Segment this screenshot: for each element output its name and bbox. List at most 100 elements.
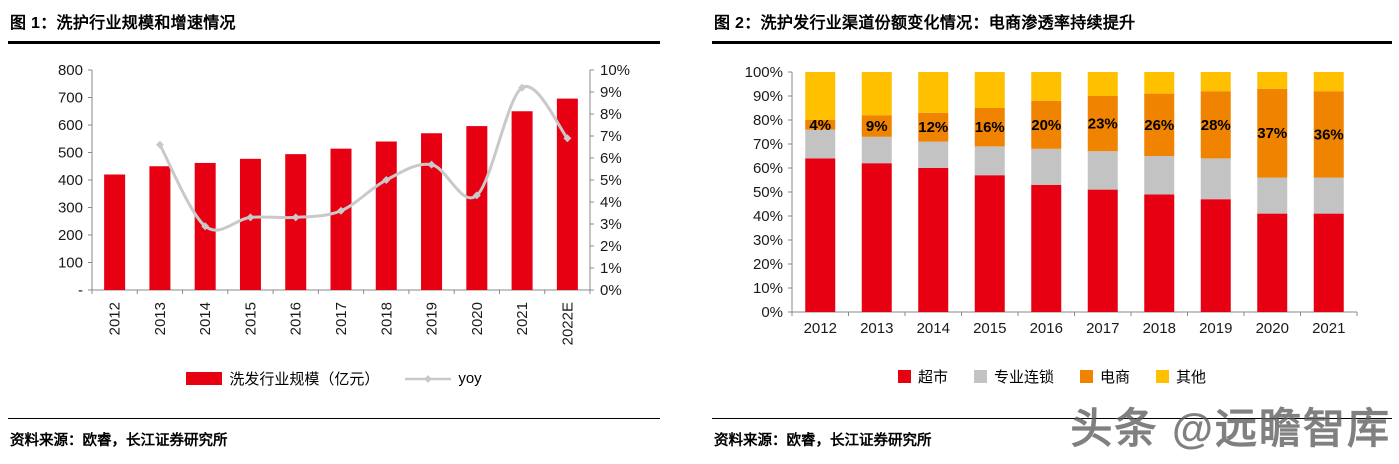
fig2-bar-2019-seg1 (1200, 158, 1231, 200)
watermark-text: 头条 @远瞻智库 (1070, 405, 1391, 452)
fig1-bar-2019 (421, 133, 443, 290)
fig2-bar-2015-seg2 (974, 108, 1005, 147)
fig1-x-label-2012: 2012 (107, 302, 124, 335)
fig1-yoy-marker (518, 83, 527, 92)
fig1-bar-2015 (239, 158, 261, 290)
fig1-yoy-marker (155, 140, 164, 149)
fig2-x-label-2019: 2019 (1199, 320, 1232, 337)
fig2-y-axis-label: 40% (753, 208, 783, 225)
fig2-ecommerce-share-label-2015: 16% (975, 119, 1005, 136)
legend-item-channel-2: 电商 (1080, 366, 1130, 387)
figure2-title: 图 2：洗护发行业渠道份额变化情况：电商渗透率持续提升 (712, 6, 1392, 44)
fig1-x-label-2020: 2020 (469, 302, 486, 335)
fig2-bar-2017-seg3 (1087, 72, 1118, 96)
legend-swatch (1156, 370, 1170, 383)
fig2-y-axis-label: 30% (753, 232, 783, 249)
fig2-ecommerce-share-label-2012: 4% (809, 117, 831, 134)
fig2-y-axis-label: 0% (761, 304, 783, 321)
fig2-y-axis-label: 90% (753, 88, 783, 105)
fig1-left-axis-label: 400 (58, 172, 83, 189)
fig1-x-label-2018: 2018 (378, 302, 395, 335)
fig2-x-label-2016: 2016 (1030, 320, 1063, 337)
figure2-legend: 超市 专业连锁 电商 其他 (712, 366, 1392, 387)
fig2-bar-2019-seg3 (1200, 72, 1231, 92)
fig2-bar-2012-seg3 (805, 72, 836, 120)
fig1-left-axis-label: 800 (58, 62, 83, 79)
figure1-legend: 洗发行业规模（亿元） yoy (8, 368, 660, 389)
legend-label: 其他 (1176, 369, 1207, 386)
fig1-yoy-marker (291, 213, 300, 222)
fig2-y-axis-label: 50% (753, 184, 783, 201)
legend-item-channel-0: 超市 (897, 366, 948, 387)
fig1-bar-2016 (285, 154, 307, 290)
fig1-left-axis-label: 200 (58, 227, 83, 244)
fig2-x-label-2014: 2014 (917, 320, 950, 337)
fig2-bar-2013-seg3 (861, 72, 892, 116)
legend-swatch (973, 370, 987, 383)
fig2-bar-2016-seg1 (1031, 148, 1062, 185)
fig2-bar-2012-seg2 (805, 120, 836, 130)
fig1-right-axis-label: 2% (600, 238, 622, 255)
fig2-ecommerce-share-label-2019: 28% (1201, 117, 1231, 134)
fig2-bar-2015-seg3 (974, 72, 1005, 108)
fig2-bar-2013-seg1 (861, 136, 892, 164)
fig1-x-label-2019: 2019 (424, 302, 441, 335)
fig2-x-label-2018: 2018 (1143, 320, 1176, 337)
fig2-ecommerce-share-label-2018: 26% (1144, 117, 1174, 134)
fig2-bar-2016-seg3 (1031, 72, 1062, 101)
figure2-chart: 0% 10% 20% 30% 40% 50% 60% 70% 80% 90% 100% 4% 2012 9… (745, 64, 1358, 337)
fig2-x-label-2015: 2015 (973, 320, 1006, 337)
fig1-left-axis-label: 100 (58, 255, 83, 272)
fig1-right-axis-label: 4% (600, 194, 622, 211)
fig2-bar-2021-seg1 (1313, 177, 1344, 214)
fig2-bar-2017-seg0 (1087, 189, 1118, 312)
fig1-yoy-marker (472, 191, 481, 200)
fig1-yoy-marker (246, 213, 255, 222)
fig2-bar-2013-seg2 (861, 115, 892, 137)
fig1-bar-2020 (466, 126, 488, 290)
fig1-yoy-line (158, 85, 569, 232)
fig1-yoy-marker (427, 160, 436, 169)
fig1-right-axis-label: 1% (600, 260, 622, 277)
fig2-y-axis-label: 100% (745, 64, 783, 81)
fig2-y-axis-label: 70% (753, 136, 783, 153)
fig2-bar-2021-seg3 (1313, 72, 1344, 92)
fig1-left-axis-label: 600 (58, 117, 83, 134)
legend-swatch (186, 372, 223, 385)
fig2-bar-2020-seg1 (1257, 177, 1288, 214)
fig1-bar-2018 (375, 141, 397, 290)
fig2-bar-2014-seg1 (918, 141, 949, 168)
fig2-bar-2018-seg2 (1144, 93, 1175, 156)
fig1-bar-2017 (330, 148, 352, 290)
fig1-bar-2012 (104, 174, 126, 290)
fig2-ecommerce-share-label-2020: 37% (1257, 125, 1287, 142)
fig2-ecommerce-share-label-2013: 9% (866, 118, 888, 135)
fig2-bar-2019-seg0 (1200, 199, 1231, 312)
fig1-right-axis-label: 6% (600, 150, 622, 167)
legend-swatch (1080, 370, 1093, 383)
fig1-x-label-2016: 2016 (288, 302, 305, 335)
fig1-x-label-2021: 2021 (514, 302, 531, 335)
fig2-y-axis-label: 20% (753, 256, 783, 273)
fig2-bar-2018-seg1 (1144, 156, 1175, 195)
legend-label: 洗发行业规模（亿元） (229, 371, 380, 388)
fig2-y-axis-label: 10% (753, 280, 783, 297)
fig2-bar-2016-seg2 (1031, 100, 1062, 149)
fig2-bar-2017-seg2 (1087, 96, 1118, 152)
fig2-ecommerce-share-label-2014: 12% (918, 119, 948, 136)
legend-line-marker-icon (405, 374, 452, 383)
fig1-left-axis-label: 500 (58, 145, 83, 162)
fig1-right-axis-label: 3% (600, 216, 622, 233)
fig1-right-axis-label: 5% (600, 172, 622, 189)
fig2-bar-2020-seg0 (1257, 213, 1288, 312)
fig2-bar-2014-seg2 (918, 112, 949, 142)
fig2-x-label-2021: 2021 (1312, 320, 1345, 337)
fig1-x-label-2013: 2013 (152, 302, 169, 335)
fig2-x-label-2012: 2012 (804, 320, 837, 337)
legend-label: 专业连锁 (993, 369, 1054, 386)
fig2-bar-2021-seg0 (1313, 213, 1344, 312)
fig1-yoy-marker (563, 134, 572, 143)
fig2-x-label-2013: 2013 (860, 320, 893, 337)
legend-item-channel-3: 其他 (1156, 366, 1206, 387)
